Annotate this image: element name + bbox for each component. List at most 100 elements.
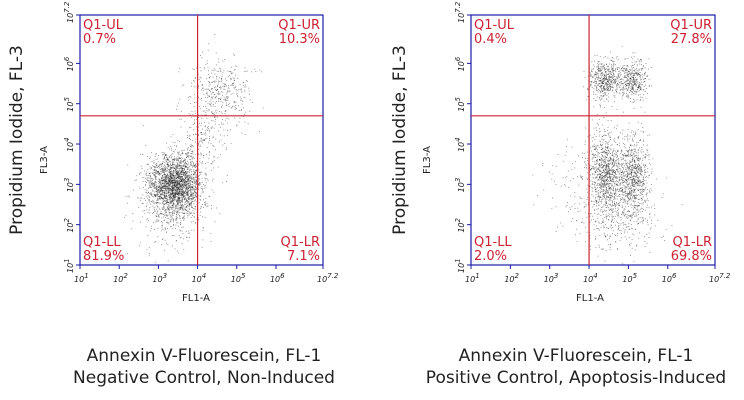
scatter-point [190,176,192,178]
scatter-point [189,168,191,170]
scatter-point [172,182,173,183]
scatter-point [144,173,146,175]
scatter-point [642,155,644,156]
scatter-point [637,172,639,174]
scatter-point [633,136,635,138]
scatter-point [166,164,168,166]
scatter-point [180,165,181,167]
scatter-point [596,149,598,151]
scatter-point [592,157,594,159]
scatter-point [195,163,196,165]
scatter-point [627,176,629,177]
scatter-point [235,104,237,106]
scatter-point [176,172,178,174]
scatter-point [625,217,627,219]
scatter-point [628,154,629,156]
scatter-point [209,195,211,197]
scatter-point [159,181,161,183]
scatter-point [218,61,220,63]
scatter-point [596,129,598,131]
scatter-point [604,186,606,187]
scatter-point [602,135,603,137]
scatter-point [184,195,186,197]
scatter-point [171,206,173,208]
scatter-point [192,177,194,179]
scatter-point [642,158,644,160]
scatter-point [603,139,605,141]
scatter-point [613,160,615,162]
scatter-point [606,164,608,166]
scatter-point [156,181,158,183]
scatter-point [187,201,189,203]
scatter-point [191,183,193,185]
scatter-point [174,192,175,194]
scatter-point [634,185,636,187]
scatter-point [611,208,613,210]
scatter-point [168,194,170,196]
scatter-point [191,198,193,199]
scatter-point [184,208,186,210]
scatter-point [597,178,599,180]
scatter-point [632,196,634,197]
scatter-point [625,163,627,164]
scatter-point [148,220,150,221]
scatter-point [613,216,615,217]
scatter-point [203,133,205,135]
scatter-point [166,163,168,165]
scatter-point [171,207,173,208]
scatter-point [195,170,197,171]
scatter-point [598,156,600,158]
scatter-point [155,172,156,174]
scatter-point [141,203,143,204]
scatter-point [618,191,619,192]
scatter-point [600,144,602,146]
scatter-point [635,133,636,134]
scatter-point [180,159,182,161]
scatter-point [624,160,626,161]
scatter-point [635,181,637,183]
scatter-points [123,34,264,263]
scatter-point [185,177,187,179]
scatter-point [608,166,610,168]
scatter-point [167,158,169,160]
scatter-point [176,214,178,216]
scatter-point [262,107,264,109]
scatter-point [161,192,163,194]
scatter-point [173,212,175,214]
scatter-point [636,209,638,211]
scatter-point [177,172,179,174]
scatter-point [607,144,609,145]
scatter-point [164,191,166,193]
scatter-point [599,190,601,192]
scatter-point [178,163,180,165]
scatter-point [603,180,605,182]
scatter-point [184,187,185,188]
scatter-point [173,151,175,153]
scatter-point [642,151,644,153]
scatter-point [615,153,617,155]
scatter-point [605,145,606,147]
scatter-point [176,160,178,162]
scatter-point [176,189,178,190]
scatter-point [172,201,173,202]
scatter-point [608,135,610,137]
scatter-point [632,156,634,158]
scatter-point [193,212,195,214]
scatter-point [626,177,628,179]
scatter-point [174,174,176,176]
scatter-point [618,164,620,166]
scatter-point [627,162,629,164]
scatter-point [181,161,182,163]
scatter-point [607,120,609,121]
scatter-point [612,203,613,205]
scatter-point [631,215,633,216]
scatter-point [183,197,185,198]
scatter-point [172,218,174,219]
scatter-point [164,185,165,187]
scatter-point [643,144,644,146]
scatter-point [171,215,172,217]
scatter-point [627,167,629,169]
scatter-point [178,202,180,203]
scatter-point [186,199,187,200]
scatter-point [615,173,616,174]
